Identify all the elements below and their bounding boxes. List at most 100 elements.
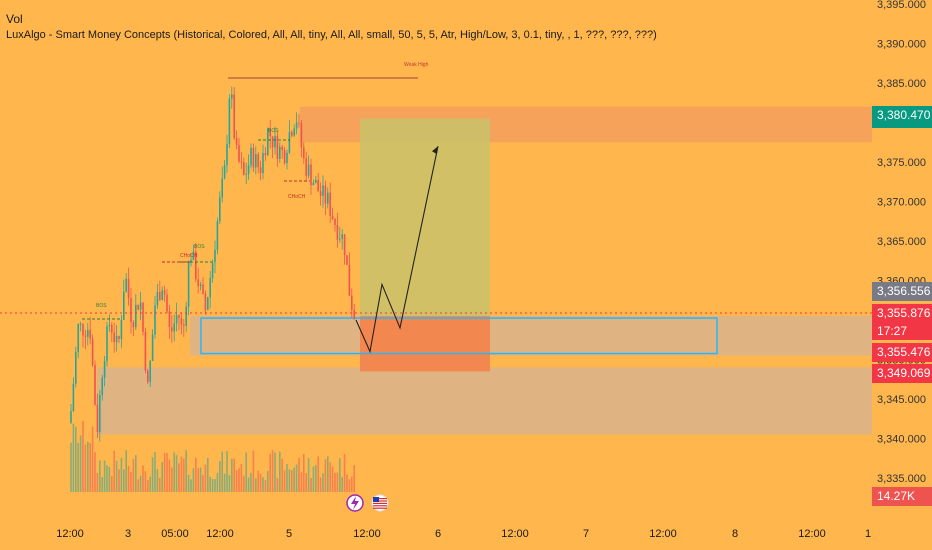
volume-title: Vol: [6, 12, 23, 26]
candle-body: [353, 309, 355, 319]
us-flag-stripe: [373, 500, 387, 502]
volume-bar: [154, 452, 156, 492]
candle-body: [334, 218, 336, 226]
candle-body: [243, 162, 245, 175]
volume-bar: [245, 452, 247, 492]
volume-bar: [348, 479, 351, 492]
volume-bar: [312, 466, 315, 492]
y-tick-label: 3,375.000: [877, 157, 926, 169]
candle-body: [343, 234, 346, 256]
volume-bar: [207, 457, 209, 492]
candle-body: [238, 144, 240, 162]
candle-body: [190, 259, 192, 263]
volume-bar: [123, 469, 125, 492]
volume-bar: [255, 478, 257, 492]
zone-demand-box: [190, 316, 872, 356]
candle-body: [339, 238, 341, 240]
candle-body: [257, 154, 259, 168]
volume-bar: [79, 435, 82, 492]
volume-bar: [226, 451, 228, 492]
candle-body: [180, 318, 183, 325]
candle-body: [276, 135, 279, 159]
candle-body: [322, 185, 324, 196]
candle-body: [281, 146, 283, 151]
volume-bar: [118, 469, 120, 492]
candle-body: [70, 411, 72, 423]
candle-body: [231, 94, 233, 99]
volume-bar: [171, 467, 173, 492]
candle-body: [199, 284, 202, 287]
volume-bar: [238, 468, 240, 492]
candle-body: [91, 338, 94, 365]
candle-body: [240, 161, 243, 163]
candle-body: [207, 297, 209, 310]
candle-body: [130, 298, 132, 323]
volume-bar: [243, 475, 245, 492]
indicator-title[interactable]: LuxAlgo - Smart Money Concepts (Historic…: [6, 29, 657, 41]
volume-bar: [101, 477, 103, 492]
candle-body: [159, 291, 161, 301]
volume-bar: [346, 474, 348, 492]
candle-body: [351, 295, 353, 310]
volume-bar: [173, 452, 175, 492]
us-flag-canton: [373, 497, 379, 502]
candle-body: [89, 329, 91, 339]
volume-bar: [341, 477, 343, 492]
volume-bar: [89, 443, 91, 492]
volume-bar: [319, 477, 322, 492]
volume-bar: [324, 459, 327, 492]
volume-bar: [183, 458, 185, 492]
y-tick-label: 3,340.000: [877, 434, 926, 446]
volume-bar: [142, 465, 144, 492]
volume-bar: [269, 453, 271, 492]
candle-body: [286, 152, 288, 164]
volume-bar: [317, 456, 319, 492]
volume-bar: [94, 452, 96, 492]
volume-bar: [221, 451, 223, 492]
volume-bar: [264, 479, 267, 492]
candle-body: [94, 364, 96, 405]
candle-body: [87, 329, 89, 337]
candle-body: [79, 323, 82, 325]
countdown-label: 17:27: [872, 322, 932, 340]
volume-bar: [125, 450, 127, 492]
volume-bar: [334, 472, 336, 492]
zone-lower-demand: [97, 367, 872, 435]
candle-body: [291, 132, 293, 136]
volume-bar: [75, 426, 77, 492]
us-flag-stripe: [373, 498, 387, 500]
candle-body: [331, 215, 334, 219]
candle-body: [168, 311, 171, 328]
candle-body: [274, 135, 276, 148]
candle-body: [171, 327, 173, 332]
volume-bar: [130, 472, 132, 492]
volume-bar: [223, 473, 226, 492]
volume-bar: [276, 478, 279, 492]
candle-body: [223, 165, 226, 179]
candle-body: [303, 147, 305, 159]
x-tick-label: 7: [583, 528, 589, 540]
candle-body: [147, 370, 149, 382]
volume-bar: [259, 473, 262, 492]
volume-bar: [216, 473, 219, 492]
x-tick-label: 12:00: [798, 528, 826, 540]
volume-bar: [175, 455, 178, 492]
volume-bar: [211, 479, 214, 492]
x-tick-label: 6: [435, 528, 441, 540]
volume-bar: [115, 460, 118, 492]
candle-body: [149, 360, 151, 382]
volume-bar: [202, 475, 204, 492]
candle-body: [125, 278, 127, 292]
volume-bar: [144, 471, 147, 492]
volume-bar: [233, 458, 235, 492]
volume-bar: [295, 464, 298, 492]
candle-body: [144, 331, 147, 371]
volume-bar: [135, 455, 137, 492]
candle-body: [298, 122, 300, 124]
volume-bar: [139, 475, 142, 492]
candle-body: [252, 147, 255, 168]
volume-bar: [199, 467, 202, 492]
x-tick-label: 8: [732, 528, 738, 540]
volume-bar: [281, 458, 283, 492]
